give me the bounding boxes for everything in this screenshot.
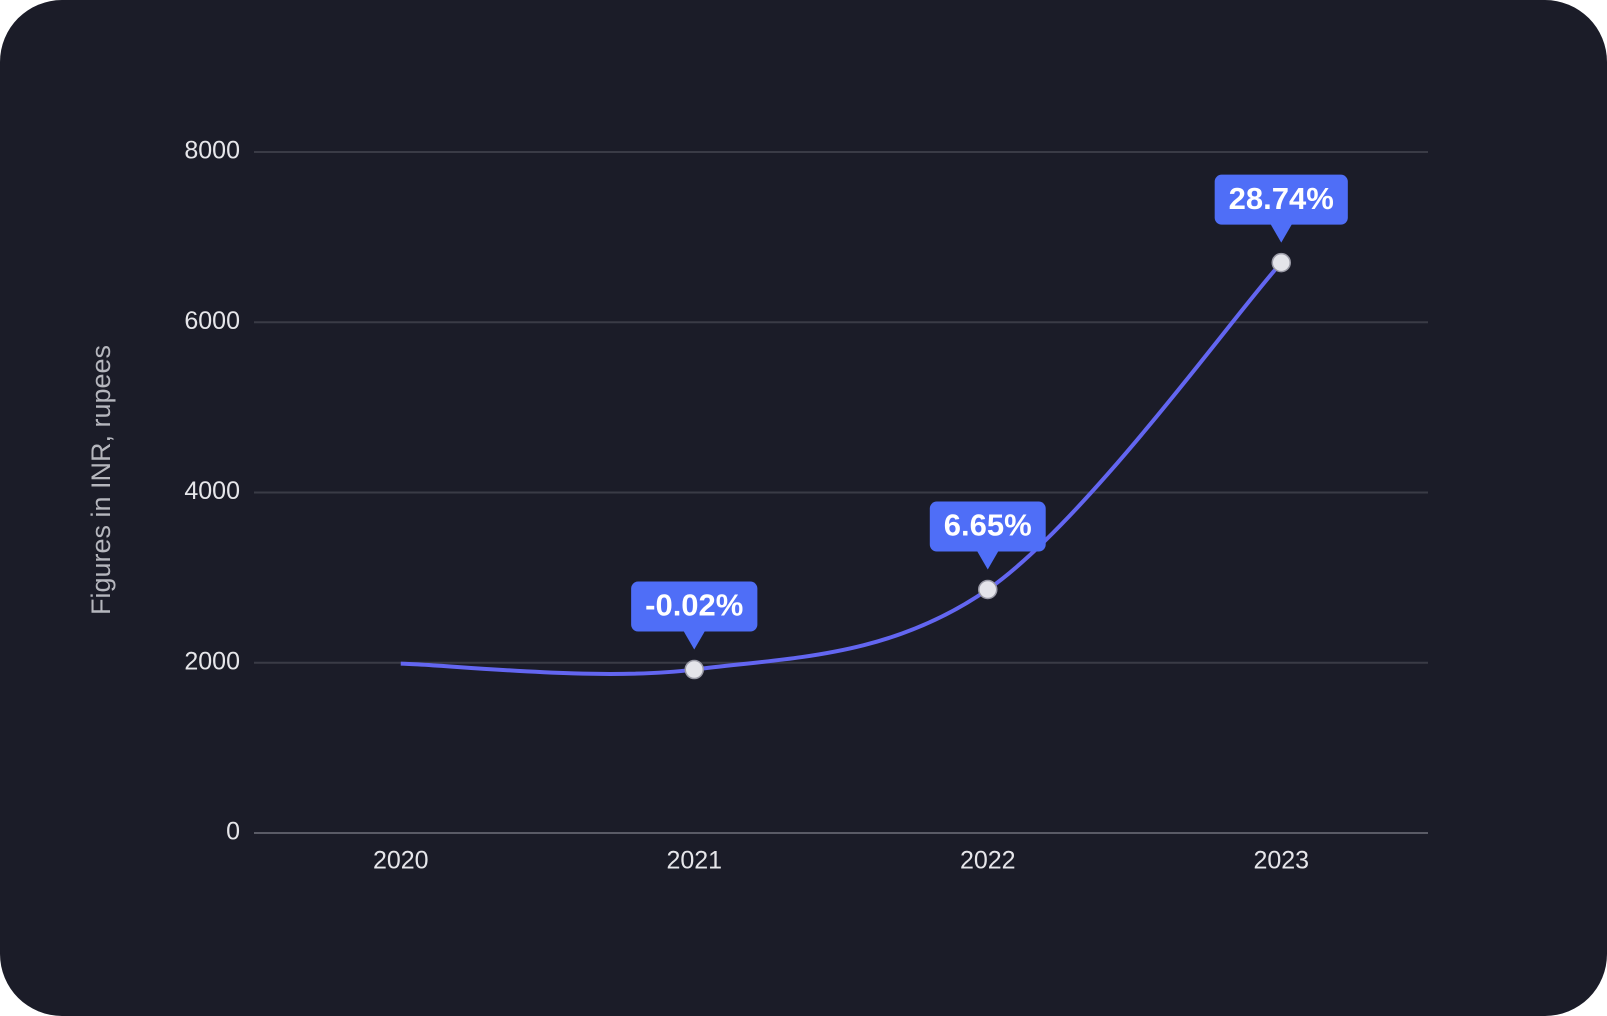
- annotation-box: [1214, 174, 1348, 225]
- x-tick-label: 2020: [373, 847, 429, 875]
- annotation-pointer: [976, 550, 999, 570]
- y-axis-label: Figures in INR, rupees: [86, 345, 116, 615]
- annotation-label: 6.65%: [944, 508, 1032, 543]
- y-tick-label: 8000: [184, 137, 240, 165]
- annotation-pointer: [683, 630, 706, 650]
- x-tick-label: 2022: [960, 847, 1016, 875]
- point: [684, 659, 704, 680]
- annotation-box: [929, 501, 1046, 552]
- x-tick-label: 2021: [666, 847, 722, 875]
- line: [400, 261, 1283, 676]
- y-tick-label: 6000: [184, 307, 240, 335]
- annotation-label: -0.02%: [645, 588, 743, 623]
- point: [1271, 252, 1291, 273]
- annotation-label: 28.74%: [1229, 181, 1334, 216]
- y-tick-label: 4000: [184, 477, 240, 505]
- y-tick-label: 0: [226, 818, 240, 846]
- annotation-pointer: [1270, 223, 1293, 243]
- x-tick-label: 2023: [1253, 847, 1309, 875]
- point: [978, 579, 998, 600]
- annotation-box: [631, 581, 758, 632]
- y-tick-label: 2000: [184, 647, 240, 675]
